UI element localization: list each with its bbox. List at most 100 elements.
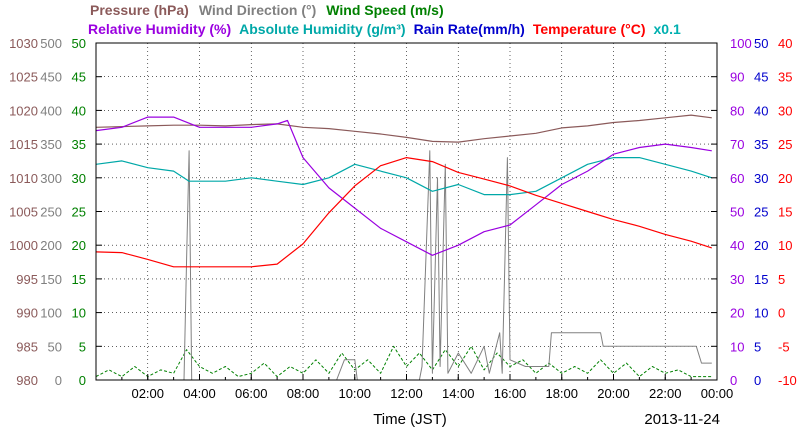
x-tick-label: 12:00 <box>390 386 423 401</box>
legend-entry: x0.1 <box>654 21 681 37</box>
tick-label-humidity: 0 <box>730 373 737 388</box>
tick-label-wind-direction: 500 <box>40 36 62 51</box>
tick-label-wind-speed: 10 <box>72 306 86 321</box>
series-line-humidity <box>95 157 712 196</box>
tick-label-temperature: 40 <box>778 36 792 51</box>
tick-label-wind-direction: 400 <box>40 103 62 118</box>
legend-entry: Pressure (hPa) <box>90 2 189 18</box>
tick-label-pressure: 1010 <box>9 171 38 186</box>
tick-label-wind-direction: 0 <box>55 373 62 388</box>
tick-label-wind-speed: 15 <box>72 272 86 287</box>
tick-label-rain-rate: 25 <box>754 205 768 220</box>
tick-label-wind-direction: 250 <box>40 205 62 220</box>
legend-entry: Absolute Humidity (g/m³) <box>239 21 405 37</box>
tick-label-temperature: 25 <box>778 137 792 152</box>
tick-label-wind-speed: 25 <box>72 205 86 220</box>
tick-label-pressure: 1025 <box>9 70 38 85</box>
tick-label-temperature: 20 <box>778 171 792 186</box>
x-tick-label: 16:00 <box>494 386 527 401</box>
tick-label-rain-rate: 35 <box>754 137 768 152</box>
x-tick-label: 10:00 <box>338 386 371 401</box>
tick-label-humidity: 60 <box>730 171 744 186</box>
tick-label-wind-direction: 150 <box>40 272 62 287</box>
series-line-wind-direction <box>96 150 712 381</box>
tick-label-humidity: 40 <box>730 238 744 253</box>
legend-entry: Temperature (°C) <box>533 21 646 37</box>
legend-entry: Wind Speed (m/s) <box>326 2 443 18</box>
tick-label-humidity: 70 <box>730 137 744 152</box>
tick-label-humidity: 100 <box>730 36 752 51</box>
x-tick-label: 18:00 <box>545 386 578 401</box>
tick-label-pressure: 990 <box>16 306 38 321</box>
series-line-wind-speed <box>95 345 712 378</box>
tick-label-wind-direction: 200 <box>40 238 62 253</box>
tick-label-temperature: 0 <box>778 306 785 321</box>
x-tick-label: 00:00 <box>701 386 734 401</box>
tick-label-wind-direction: 50 <box>48 339 62 354</box>
tick-label-wind-speed: 5 <box>79 339 86 354</box>
tick-label-wind-speed: 20 <box>72 238 86 253</box>
axes-layer: 1030102510201015101010051000995990985980… <box>9 36 797 401</box>
tick-label-wind-speed: 50 <box>72 36 86 51</box>
tick-label-pressure: 1015 <box>9 137 38 152</box>
tick-label-wind-speed: 40 <box>72 103 86 118</box>
tick-label-humidity: 50 <box>730 205 744 220</box>
tick-label-pressure: 1020 <box>9 103 38 118</box>
x-axis-label: Time (JST) <box>373 411 447 428</box>
tick-label-temperature: 30 <box>778 103 792 118</box>
legend-entry: Relative Humidity (%) <box>88 21 231 37</box>
tick-label-temperature: 10 <box>778 238 792 253</box>
tick-label-rain-rate: 30 <box>754 171 768 186</box>
x-tick-label: 20:00 <box>597 386 630 401</box>
x-tick-label: 14:00 <box>442 386 475 401</box>
tick-label-wind-direction: 100 <box>40 306 62 321</box>
tick-label-temperature: -5 <box>778 339 790 354</box>
series-line-pressure <box>95 114 712 143</box>
legend: Pressure (hPa) Wind Direction (°) Wind Spe… <box>88 2 681 37</box>
grid <box>96 43 717 380</box>
x-tick-label: 22:00 <box>649 386 682 401</box>
x-tick-label: 04:00 <box>183 386 216 401</box>
tick-label-wind-speed: 45 <box>72 70 86 85</box>
tick-label-temperature: -10 <box>778 373 797 388</box>
tick-label-humidity: 90 <box>730 70 744 85</box>
tick-label-pressure: 1030 <box>9 36 38 51</box>
series-line-humidity <box>95 116 712 256</box>
date-label: 2013-11-24 <box>644 411 720 428</box>
tick-label-humidity: 10 <box>730 339 744 354</box>
tick-label-rain-rate: 40 <box>754 103 768 118</box>
tick-label-pressure: 980 <box>16 373 38 388</box>
tick-label-wind-direction: 450 <box>40 70 62 85</box>
tick-label-wind-speed: 35 <box>72 137 86 152</box>
series-line-temperature <box>95 157 712 268</box>
tick-label-rain-rate: 5 <box>754 339 761 354</box>
tick-label-pressure: 1000 <box>9 238 38 253</box>
x-tick-label: 08:00 <box>287 386 320 401</box>
tick-label-humidity: 20 <box>730 306 744 321</box>
tick-label-rain-rate: 0 <box>754 373 761 388</box>
tick-label-wind-speed: 0 <box>79 373 86 388</box>
tick-label-temperature: 15 <box>778 205 792 220</box>
tick-label-humidity: 30 <box>730 272 744 287</box>
tick-label-rain-rate: 45 <box>754 70 768 85</box>
tick-label-pressure: 995 <box>16 272 38 287</box>
tick-label-rain-rate: 20 <box>754 238 768 253</box>
tick-label-temperature: 5 <box>778 272 785 287</box>
legend-entry: Rain Rate(mm/h) <box>414 21 525 37</box>
tick-label-rain-rate: 15 <box>754 272 768 287</box>
tick-label-wind-direction: 350 <box>40 137 62 152</box>
tick-label-humidity: 80 <box>730 103 744 118</box>
x-tick-label: 02:00 <box>131 386 164 401</box>
tick-label-temperature: 35 <box>778 70 792 85</box>
legend-entry: Wind Direction (°) <box>199 2 316 18</box>
tick-label-wind-speed: 30 <box>72 171 86 186</box>
tick-label-pressure: 1005 <box>9 205 38 220</box>
tick-label-rain-rate: 50 <box>754 36 768 51</box>
tick-label-wind-direction: 300 <box>40 171 62 186</box>
x-tick-label: 06:00 <box>235 386 268 401</box>
series-layer <box>95 114 712 381</box>
tick-label-rain-rate: 10 <box>754 306 768 321</box>
tick-label-pressure: 985 <box>16 339 38 354</box>
